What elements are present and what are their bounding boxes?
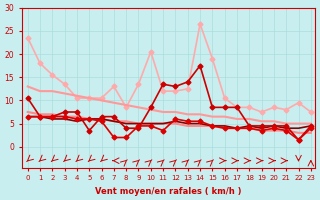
X-axis label: Vent moyen/en rafales ( km/h ): Vent moyen/en rafales ( km/h ) [95, 187, 241, 196]
